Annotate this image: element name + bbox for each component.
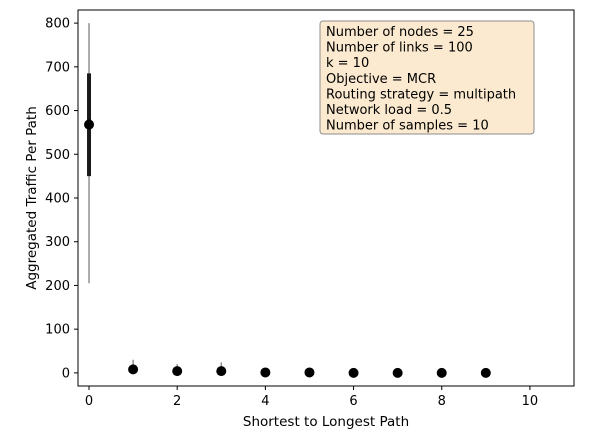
data-point (128, 364, 139, 375)
y-tick-label: 0 (62, 366, 70, 381)
data-point (436, 367, 447, 378)
data-point (348, 367, 359, 378)
annotation-line: Number of links = 100 (326, 41, 473, 56)
data-marks (84, 23, 491, 378)
annotation-line: k = 10 (326, 56, 369, 71)
data-point (480, 367, 491, 378)
data-point (260, 367, 271, 378)
y-tick-label: 400 (45, 192, 70, 207)
y-tick-label: 600 (45, 104, 70, 119)
annotation-line: Routing strategy = multipath (326, 87, 516, 102)
y-tick-label: 200 (45, 279, 70, 294)
data-point (304, 367, 315, 378)
annotation-line: Number of nodes = 25 (326, 25, 474, 40)
annotation-line: Network load = 0.5 (326, 103, 452, 118)
plot-frame (77, 9, 575, 387)
y-tick-label: 500 (45, 148, 70, 163)
y-tick-label: 700 (45, 60, 70, 75)
x-tick-label: 4 (261, 394, 269, 409)
data-point (216, 366, 227, 377)
annotation-background (319, 20, 535, 135)
x-tick-label: 6 (349, 394, 357, 409)
data-point (84, 119, 95, 130)
data-point (392, 367, 403, 378)
x-tick-label: 0 (85, 394, 93, 409)
x-tick-label: 2 (173, 394, 181, 409)
data-point (172, 366, 183, 377)
x-tick-label: 10 (522, 394, 539, 409)
annotation-line: Objective = MCR (326, 72, 436, 87)
x-axis-label: Shortest to Longest Path (243, 414, 409, 430)
y-axis-label: Aggregated Traffic Per Path (24, 106, 40, 290)
y-tick-label: 300 (45, 235, 70, 250)
annotation-line: Number of samples = 10 (326, 119, 489, 134)
y-tick-label: 100 (45, 323, 70, 338)
y-tick-label: 800 (45, 17, 70, 32)
x-tick-label: 8 (438, 394, 446, 409)
